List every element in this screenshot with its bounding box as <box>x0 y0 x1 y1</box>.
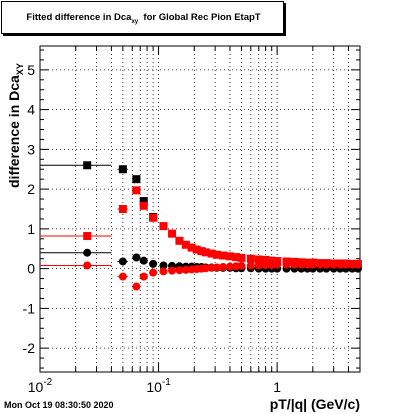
data-point-circle <box>132 253 141 262</box>
data-point-circle <box>139 272 148 281</box>
x-tick-label: 10-1 <box>146 377 171 395</box>
data-point-square <box>207 249 216 258</box>
data-point-circle <box>348 260 357 269</box>
data-point-square <box>181 240 190 249</box>
data-point-circle <box>212 263 221 272</box>
data-point-circle <box>219 263 228 272</box>
data-point-circle <box>83 261 92 270</box>
data-point-circle <box>168 266 177 275</box>
y-tick-label: 2 <box>27 181 35 197</box>
data-point-square <box>192 245 201 254</box>
timestamp: Mon Oct 19 08:30:50 2020 <box>4 400 114 410</box>
y-axis-label-subscript: XY <box>15 63 25 76</box>
data-point-square <box>139 197 148 206</box>
data-point-circle <box>329 260 338 269</box>
x-tick-label-base: 10 <box>28 379 44 395</box>
data-point-square <box>246 254 255 263</box>
data-point-circle <box>246 261 255 270</box>
y-tick-label: -2 <box>23 340 36 356</box>
data-point-square <box>219 251 228 260</box>
y-tick-label: 0 <box>27 261 35 277</box>
data-point-square <box>232 253 241 262</box>
data-point-square <box>118 165 127 174</box>
x-tick-label-base: 10 <box>146 379 162 395</box>
data-point-circle <box>118 257 127 266</box>
y-tick-label: 5 <box>27 62 35 78</box>
data-point-square <box>132 175 141 184</box>
x-tick-label-exponent: -1 <box>162 377 171 388</box>
data-point-circle <box>159 261 168 270</box>
data-point-square <box>83 161 92 170</box>
y-tick-label: -1 <box>23 300 36 316</box>
data-point-circle <box>118 272 127 281</box>
data-point-circle <box>341 260 350 269</box>
y-tick-label: 4 <box>27 102 35 118</box>
data-point-square <box>159 222 168 231</box>
data-point-circle <box>308 260 317 269</box>
chart-title-suffix: for Global Rec Pion EtapT <box>138 12 261 23</box>
data-point-circle <box>261 261 270 270</box>
y-axis-label: difference in DcaXY <box>6 63 25 188</box>
data-point-square <box>83 232 92 241</box>
data-point-circle <box>290 260 299 269</box>
data-point-square <box>225 252 234 261</box>
data-point-circle <box>282 260 291 269</box>
data-point-circle <box>237 261 246 270</box>
data-point-circle <box>149 259 158 268</box>
data-point-square <box>139 201 148 210</box>
data-point-circle <box>353 260 362 269</box>
data-point-square <box>168 229 177 238</box>
data-point-circle <box>322 260 331 269</box>
x-axis-label: pT/|q| (GeV/c) <box>269 396 360 412</box>
chart-title: Fitted difference in Dcaxy for Global Re… <box>2 12 285 25</box>
chart-title-main: Fitted difference in Dca <box>26 12 132 23</box>
data-point-circle <box>181 265 190 274</box>
data-point-square <box>261 255 270 264</box>
data-point-circle <box>225 262 234 271</box>
data-point-circle <box>316 260 325 269</box>
data-point-square <box>212 250 221 259</box>
data-point-circle <box>139 256 148 265</box>
data-point-circle <box>297 260 306 269</box>
data-marks <box>40 161 362 291</box>
data-point-square <box>197 247 206 256</box>
data-point-circle <box>254 261 263 270</box>
y-tick-label: 3 <box>27 141 35 157</box>
data-point-circle <box>201 264 210 273</box>
chart-title-subscript: xy <box>131 19 139 25</box>
data-point-circle <box>273 260 282 269</box>
plot-frame <box>39 45 361 373</box>
data-point-square <box>187 243 196 252</box>
data-point-circle <box>132 282 141 291</box>
x-tick-label-base: 1 <box>273 379 281 395</box>
x-tick-label: 10-2 <box>28 377 53 395</box>
data-point-circle <box>149 268 158 277</box>
data-point-circle <box>159 267 168 276</box>
title-box: Fitted difference in Dcaxy for Global Re… <box>1 1 284 34</box>
data-point-square <box>149 213 158 222</box>
y-tick-label: 1 <box>27 221 35 237</box>
x-tick-label: 1 <box>273 379 281 395</box>
data-point-square <box>267 256 276 265</box>
data-point-circle <box>83 248 92 257</box>
data-point-square <box>237 253 246 262</box>
data-point-square <box>201 248 210 257</box>
y-axis-label-main: difference in Dca <box>6 75 22 188</box>
data-point-square <box>118 205 127 213</box>
data-point-circle <box>336 260 345 269</box>
data-point-square <box>175 236 184 245</box>
data-point-circle <box>175 266 184 275</box>
data-point-square <box>254 255 263 264</box>
x-tick-label-exponent: -2 <box>43 377 52 388</box>
data-point-square <box>132 186 141 195</box>
